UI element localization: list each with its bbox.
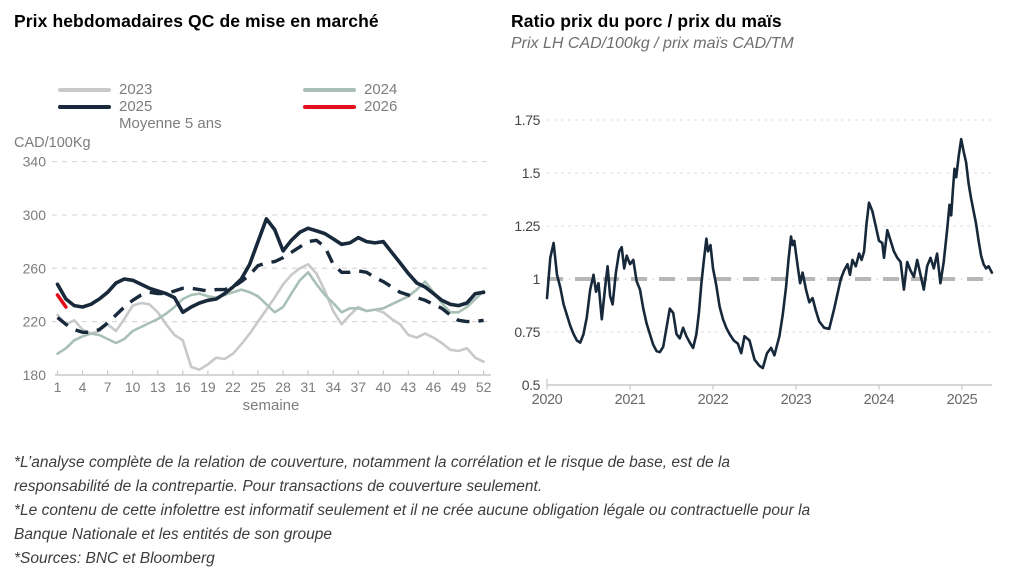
tick-label: 180 — [23, 367, 47, 383]
legend-item-2025: 2025 — [58, 99, 152, 115]
legend-label: 2025 — [119, 98, 153, 115]
tick-label: 31 — [300, 379, 316, 395]
footnote-line: *Le contenu de cette infolettre est info… — [14, 502, 811, 519]
tick-label: 0.75 — [514, 324, 540, 340]
tick-label: 2021 — [615, 392, 646, 408]
tick-label: 16 — [175, 379, 191, 395]
right-chart-title: Ratio prix du porc / prix du maïs — [511, 11, 782, 31]
tick-label: 340 — [23, 154, 47, 170]
tick-label: 2020 — [532, 392, 563, 408]
tick-label: 2025 — [947, 392, 978, 408]
ratio-line — [545, 137, 994, 370]
footnote-line: Banque Nationale et les entités de son g… — [14, 526, 332, 543]
tick-label: 2023 — [781, 392, 812, 408]
tick-label: 1 — [533, 271, 541, 287]
tick-label: 2022 — [698, 392, 729, 408]
tick-label: 13 — [150, 379, 166, 395]
tick-label: 0.5 — [522, 377, 541, 393]
tick-label: 10 — [125, 379, 141, 395]
legend-item-2024: 2024 — [303, 82, 397, 98]
tick-label: 46 — [426, 379, 442, 395]
legend-swatch — [303, 88, 356, 92]
tick-label: 43 — [401, 379, 417, 395]
tick-label: 22 — [225, 379, 241, 395]
legend-item-2023: 2023 — [58, 82, 152, 98]
tick-label: 260 — [23, 260, 47, 276]
tick-label: 37 — [350, 379, 366, 395]
tick-label: 28 — [275, 379, 291, 395]
legend-item-2026: 2026 — [303, 99, 397, 115]
legend-swatch — [58, 105, 111, 109]
tick-label: 1.5 — [522, 165, 541, 181]
tick-label: 52 — [476, 379, 492, 395]
legend-swatch — [58, 88, 111, 92]
series-2025-line — [55, 217, 486, 315]
tick-label: 7 — [104, 379, 112, 395]
series-2023-line — [56, 262, 485, 372]
tick-label: 4 — [79, 379, 87, 395]
tick-label: CAD/100Kg — [14, 135, 91, 151]
tick-label: 2024 — [864, 392, 895, 408]
tick-label: 1 — [54, 379, 62, 395]
legend-item-moyenne-5-ans: Moyenne 5 ans — [58, 116, 222, 132]
footnote-line: *Sources: BNC et Bloomberg — [14, 550, 215, 567]
tick-label: 40 — [376, 379, 392, 395]
tick-label: 34 — [325, 379, 341, 395]
tick-label: 19 — [200, 379, 216, 395]
legend-label: 2024 — [364, 81, 398, 98]
right-chart-subtitle: Prix LH CAD/100kg / prix maïs CAD/TM — [511, 35, 794, 52]
tick-label: 1.75 — [514, 112, 540, 128]
left-chart-title: Prix hebdomadaires QC de mise en marché — [14, 11, 379, 31]
tick-label: semaine — [243, 397, 300, 414]
tick-label: 1.25 — [514, 218, 540, 234]
tick-label: 220 — [23, 314, 47, 330]
legend-label: 2026 — [364, 98, 398, 115]
footnotes: *L’analyse complète de la relation de co… — [14, 451, 914, 571]
series-2026-line — [55, 293, 68, 309]
tick-label: 49 — [451, 379, 467, 395]
legend-label: 2023 — [119, 81, 153, 98]
series-2024-line — [56, 270, 485, 356]
legend-label: Moyenne 5 ans — [119, 115, 222, 132]
footnote-line: responsabilité de la contrepartie. Pour … — [14, 478, 543, 495]
footnote-line: *L’analyse complète de la relation de co… — [14, 454, 731, 471]
tick-label: 300 — [23, 207, 47, 223]
tick-label: 25 — [250, 379, 266, 395]
legend-swatch — [303, 105, 356, 109]
